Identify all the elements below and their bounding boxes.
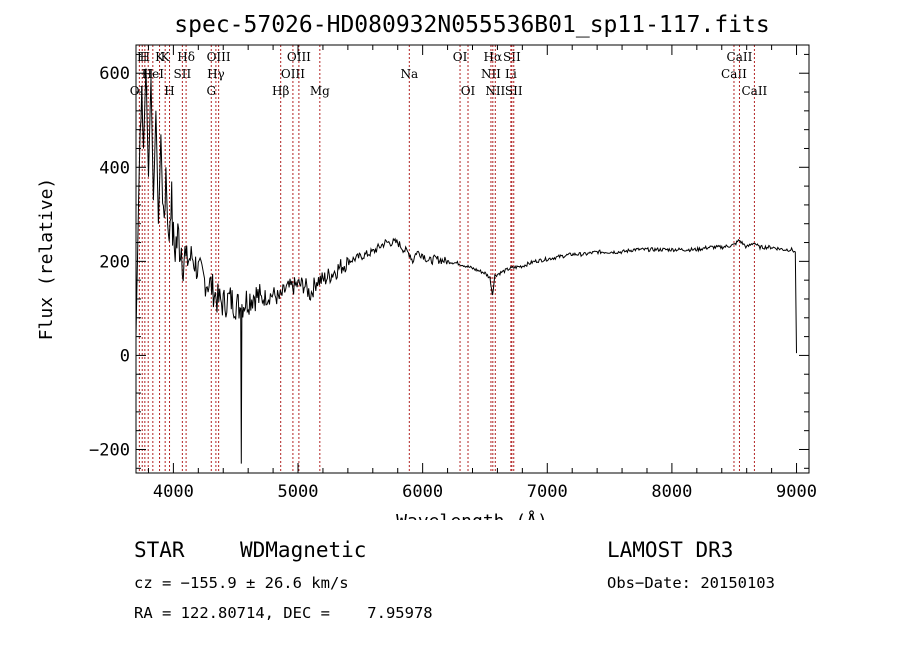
line-marker-label-1: H (137, 50, 147, 64)
x-tick-label: 9000 (776, 482, 817, 502)
spectral-line-markers: OIIHHHHeIKKHSIIHδGHγOIIIHβOIIIOIIIMgNaOI… (130, 45, 768, 473)
y-tick-label: 600 (99, 64, 130, 84)
y-tick-label: 200 (99, 252, 130, 272)
y-tick-label: 0 (120, 346, 130, 366)
line-marker-label-22: NII (485, 84, 505, 98)
line-marker-label-17: Na (400, 67, 418, 81)
line-marker-label-21: Hα (484, 50, 503, 64)
line-marker-label-24: SII (503, 50, 521, 64)
ra-dec-coordinates: RA = 122.80714, DEC = 7.95978 (134, 604, 433, 622)
y-tick-label: −200 (89, 440, 130, 460)
survey-name: LAMOST DR3 (607, 538, 734, 562)
line-marker-label-5: K (155, 50, 165, 64)
line-marker-label-9: Hδ (177, 50, 195, 64)
line-marker-label-8: SII (174, 67, 192, 81)
spectrum-series-line (135, 68, 797, 464)
line-marker-label-27: CaII (727, 50, 753, 64)
y-axis-label: Flux (relative) (36, 178, 57, 341)
line-marker-label-20: NII (481, 67, 501, 81)
x-tick-label: 8000 (651, 482, 692, 502)
line-marker-label-11: Hγ (207, 67, 225, 81)
x-tick-label: 7000 (527, 482, 568, 502)
y-tick-label: 400 (99, 158, 130, 178)
line-marker-label-23: Li (505, 67, 517, 81)
line-marker-label-19: OI (461, 84, 476, 98)
object-class: STAR (134, 538, 185, 562)
spectrum-chart: spec-57026-HD080932N055536B01_sp11-117.f… (36, 12, 817, 520)
line-marker-label-15: OIII (287, 50, 311, 64)
observation-date: Obs−Date: 20150103 (607, 574, 775, 592)
redshift-cz: cz = −155.9 ± 26.6 km/s (134, 574, 349, 592)
line-marker-label-3: H (143, 67, 153, 81)
x-tick-label: 5000 (278, 482, 319, 502)
line-marker-label-18: OI (453, 50, 468, 64)
line-marker-label-14: OIII (281, 67, 305, 81)
line-marker-label-2: H (140, 50, 150, 64)
line-marker-label-13: Hβ (272, 84, 289, 98)
plot-frame (135, 44, 810, 474)
line-marker-label-26: CaII (721, 67, 747, 81)
axis-ticks: 4000 5000 6000 7000 8000 9000 −200 0 200 400 600 (89, 45, 817, 502)
line-marker-label-7: H (164, 84, 174, 98)
line-marker-label-4: HeI (142, 67, 165, 81)
line-marker-label-25: SII (505, 84, 523, 98)
x-tick-label: 4000 (153, 482, 194, 502)
line-marker-label-6: K (161, 50, 171, 64)
line-marker-label-12: OIII (207, 50, 231, 64)
x-tick-label: 6000 (402, 482, 443, 502)
line-marker-label-16: Mg (310, 84, 330, 98)
line-marker-label-28: CaII (741, 84, 767, 98)
line-marker-label-10: G (206, 84, 216, 98)
x-axis-label: Wavelength (Å) (396, 510, 548, 520)
chart-title: spec-57026-HD080932N055536B01_sp11-117.f… (174, 12, 769, 38)
object-subclass: WDMagnetic (240, 538, 367, 562)
